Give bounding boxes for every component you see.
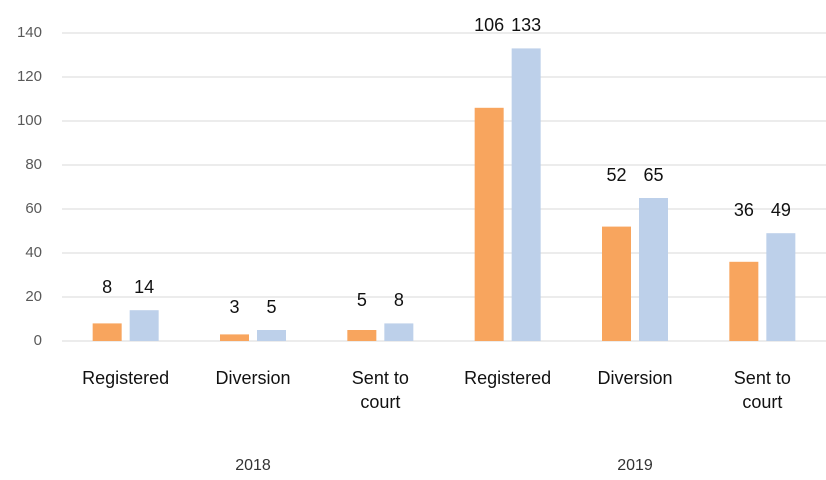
data-label: 65 (643, 165, 663, 185)
bar (384, 323, 414, 341)
data-label: 133 (511, 15, 541, 35)
bar (347, 330, 377, 341)
group-label: 2018 (235, 457, 271, 474)
x-tick-label: Diversion (597, 368, 673, 388)
data-label: 36 (734, 200, 754, 220)
bar (639, 198, 668, 341)
y-tick-label: 40 (25, 244, 42, 261)
y-tick-label: 20 (25, 288, 42, 305)
data-label: 106 (474, 15, 504, 35)
bar (602, 226, 631, 341)
x-tick-label: Registered (464, 368, 552, 388)
y-tick-label: 60 (25, 200, 42, 217)
data-label: 5 (266, 297, 276, 317)
bar (92, 323, 122, 341)
bar (474, 107, 504, 341)
bar (729, 261, 759, 341)
y-tick-label: 0 (34, 332, 42, 349)
data-label: 8 (102, 277, 112, 297)
y-tick-label: 140 (17, 24, 42, 41)
data-label: 8 (394, 290, 404, 310)
x-tick-label: Diversion (215, 368, 291, 388)
x-tick-label: Sent to court (351, 368, 409, 412)
y-tick-label: 100 (17, 112, 42, 129)
bar (129, 310, 159, 341)
data-label: 3 (229, 297, 239, 317)
data-label: 5 (357, 290, 367, 310)
x-tick-label: Sent to court (733, 368, 791, 412)
data-label: 52 (606, 165, 626, 185)
bar (766, 233, 796, 341)
bar (511, 48, 541, 342)
y-tick-label: 120 (17, 68, 42, 85)
bar (220, 334, 249, 341)
group-label: 2019 (617, 457, 653, 474)
bar (257, 330, 286, 341)
x-tick-label: Registered (82, 368, 170, 388)
y-tick-label: 80 (25, 156, 42, 173)
data-label: 49 (771, 200, 791, 220)
data-label: 14 (134, 277, 154, 297)
